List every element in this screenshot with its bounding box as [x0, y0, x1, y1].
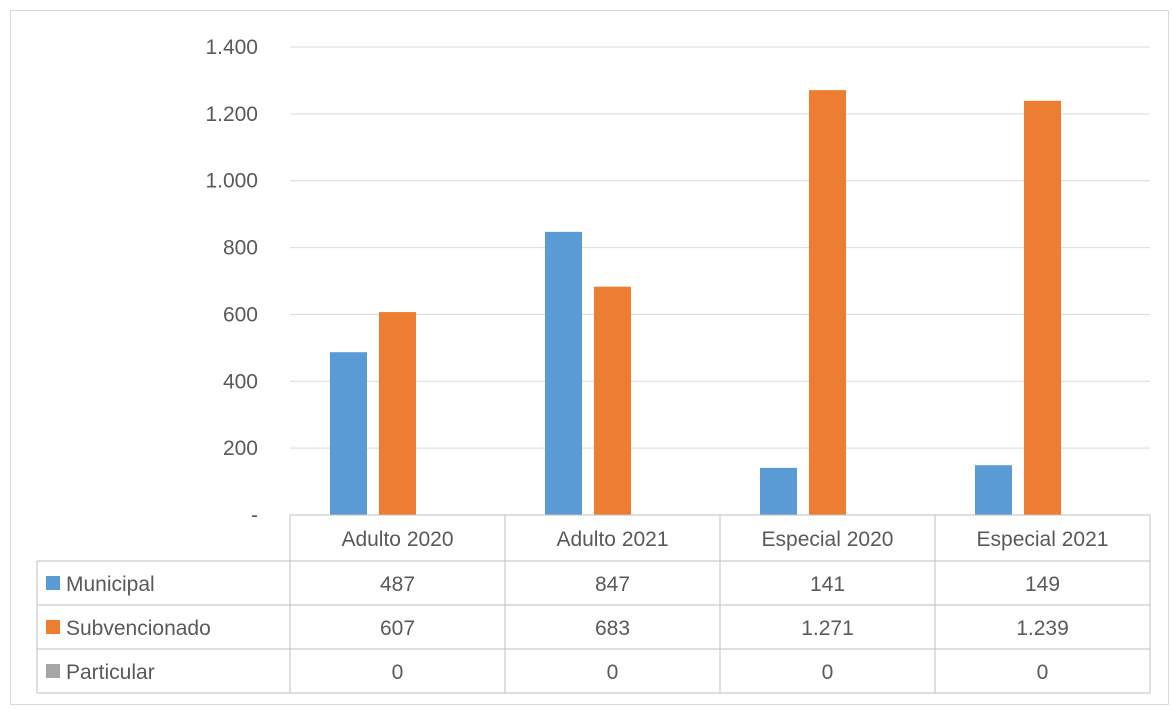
data-label: 847 [595, 573, 630, 596]
bar-municipal [760, 467, 797, 515]
legend-entry: Municipal [66, 573, 155, 596]
chart-frame [10, 10, 1169, 705]
legend-key-particular [46, 664, 60, 678]
data-label: 0 [822, 661, 834, 684]
legend-key-subvencionado [46, 620, 60, 634]
data-label: 0 [607, 661, 619, 684]
legend-entry: Subvencionado [66, 617, 211, 640]
y-tick-label: - [251, 504, 258, 527]
category-label: Especial 2020 [762, 528, 894, 551]
category-label: Adulto 2020 [341, 528, 453, 551]
y-tick-label: 1.000 [205, 170, 258, 193]
data-label: 487 [380, 573, 415, 596]
data-label: 683 [595, 617, 630, 640]
y-axis-tick-labels: - 200 400 600 800 1.000 1.200 1.400 [205, 36, 258, 527]
bar-subvencionado [809, 90, 846, 515]
data-label: 1.271 [801, 617, 854, 640]
data-label: 0 [1037, 661, 1049, 684]
data-label: 0 [392, 661, 404, 684]
y-tick-label: 800 [223, 237, 258, 260]
bar-municipal [330, 352, 367, 515]
data-table: Adulto 2020 Adulto 2021 Especial 2020 Espec… [36, 514, 1151, 694]
bar-municipal [545, 231, 582, 516]
category-label: Especial 2021 [977, 528, 1109, 551]
gridlines [290, 46, 1150, 449]
legend-entry: Particular [66, 661, 155, 684]
bar-subvencionado [594, 286, 631, 515]
category-label: Adulto 2021 [556, 528, 668, 551]
y-tick-label: 600 [223, 303, 258, 326]
data-label: 149 [1025, 573, 1060, 596]
data-label: 1.239 [1016, 617, 1069, 640]
bar-subvencionado [379, 312, 416, 515]
y-tick-label: 1.400 [205, 36, 258, 59]
bar-subvencionado [1024, 100, 1061, 515]
data-label: 607 [380, 617, 415, 640]
bar-municipal [975, 465, 1012, 515]
bars [330, 90, 1061, 516]
y-tick-label: 400 [223, 370, 258, 393]
legend-key-municipal [46, 576, 60, 590]
data-label: 141 [810, 573, 845, 596]
y-tick-label: 1.200 [205, 103, 258, 126]
y-tick-label: 200 [223, 437, 258, 460]
